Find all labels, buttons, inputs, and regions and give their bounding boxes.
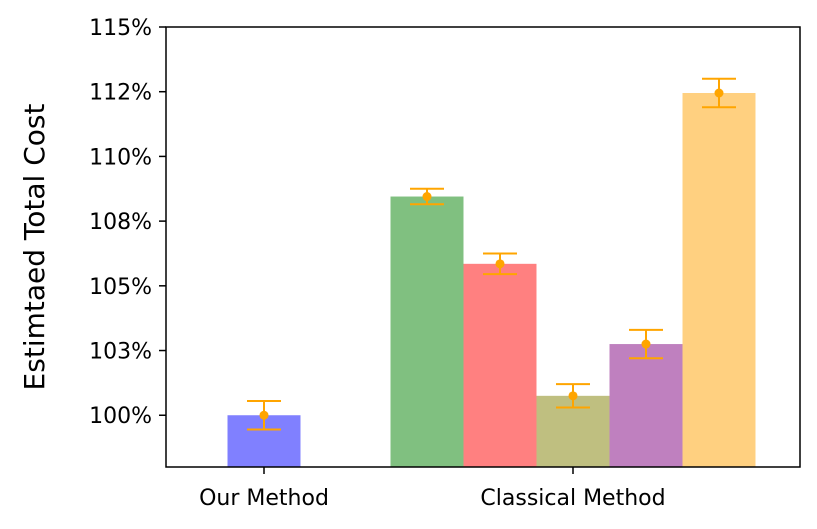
error-bars-layer <box>247 77 736 431</box>
bar <box>390 196 464 467</box>
error-bar <box>629 328 663 360</box>
y-axis: 100% 103% 105% 108% 110% 112% 115% <box>89 16 166 429</box>
error-bar-marker <box>568 391 578 401</box>
error-bar-marker <box>422 192 432 202</box>
y-tick-label: 103% <box>89 340 152 365</box>
error-bar-marker <box>259 410 269 420</box>
y-tick-label: 105% <box>89 275 152 300</box>
bars-layer <box>227 93 756 467</box>
error-bar <box>483 252 517 276</box>
bar <box>609 344 683 467</box>
error-bar <box>702 77 736 109</box>
x-axis: Our Method Classical Method <box>199 467 666 511</box>
error-bar <box>247 400 281 431</box>
bar <box>463 263 537 467</box>
x-tick-label: Classical Method <box>480 486 665 511</box>
error-bar-marker <box>641 339 651 349</box>
y-tick-label: 110% <box>89 145 152 170</box>
error-bar <box>410 187 444 206</box>
error-bar <box>556 383 590 409</box>
error-bar-marker <box>714 88 724 98</box>
y-tick-label: 112% <box>89 81 152 106</box>
y-tick-label: 100% <box>89 404 152 429</box>
y-tick-label: 108% <box>89 210 152 235</box>
y-tick-label: 115% <box>89 16 152 41</box>
x-tick-label: Our Method <box>199 486 329 511</box>
bar <box>682 93 756 467</box>
error-bar-marker <box>495 259 505 269</box>
y-axis-title: Estimtaed Total Cost <box>18 104 51 391</box>
plot-frame <box>165 26 801 468</box>
